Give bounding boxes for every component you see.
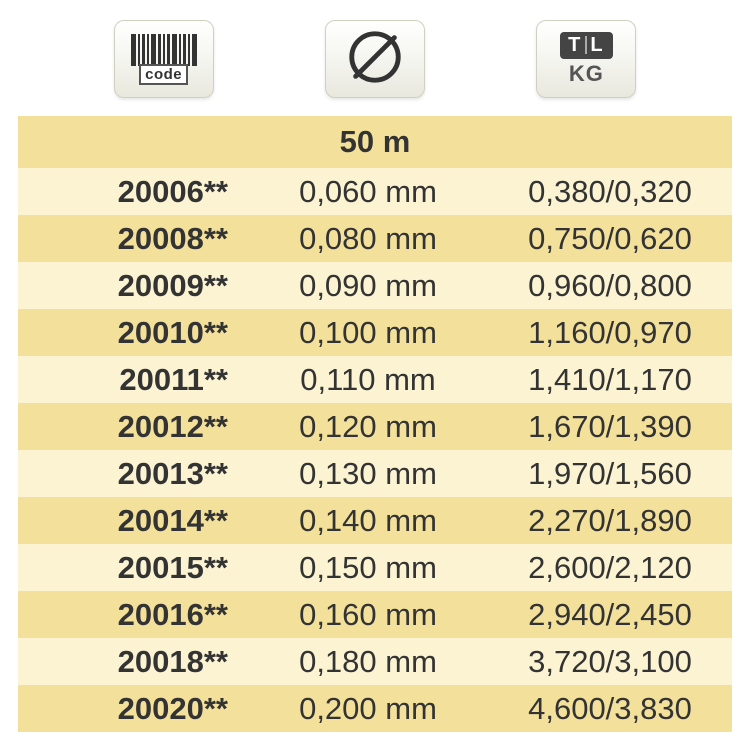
tlkg-header-icon: T L KG — [536, 20, 636, 98]
cell-strength: 1,970/1,560 — [488, 456, 732, 492]
cell-code: 20016** — [18, 597, 248, 633]
cell-code: 20020** — [18, 691, 248, 727]
cell-code: 20014** — [18, 503, 248, 539]
cell-strength: 4,600/3,830 — [488, 691, 732, 727]
cell-code: 20009** — [18, 268, 248, 304]
table-row: 20013**0,130 mm1,970/1,560 — [18, 450, 732, 497]
cell-diameter: 0,060 mm — [248, 174, 488, 210]
cell-diameter: 0,180 mm — [248, 644, 488, 680]
cell-strength: 1,410/1,170 — [488, 362, 732, 398]
cell-strength: 1,160/0,970 — [488, 315, 732, 351]
cell-strength: 0,960/0,800 — [488, 268, 732, 304]
cell-strength: 1,670/1,390 — [488, 409, 732, 445]
table-row: 20015**0,150 mm2,600/2,120 — [18, 544, 732, 591]
tl-left: T — [568, 34, 582, 57]
spool-length-title: 50 m — [340, 124, 411, 159]
cell-strength: 0,380/0,320 — [488, 174, 732, 210]
title-row: 50 m — [18, 116, 732, 168]
table-row: 20008**0,080 mm0,750/0,620 — [18, 215, 732, 262]
table-row: 20009**0,090 mm0,960/0,800 — [18, 262, 732, 309]
table-row: 20020**0,200 mm4,600/3,830 — [18, 685, 732, 732]
cell-strength: 0,750/0,620 — [488, 221, 732, 257]
cell-diameter: 0,160 mm — [248, 597, 488, 633]
table-row: 20006**0,060 mm0,380/0,320 — [18, 168, 732, 215]
diameter-icon — [344, 26, 406, 93]
cell-code: 20006** — [18, 174, 248, 210]
cell-diameter: 0,080 mm — [248, 221, 488, 257]
tl-right: L — [590, 34, 604, 57]
cell-diameter: 0,090 mm — [248, 268, 488, 304]
cell-diameter: 0,120 mm — [248, 409, 488, 445]
cell-diameter: 0,100 mm — [248, 315, 488, 351]
cell-code: 20018** — [18, 644, 248, 680]
cell-code: 20008** — [18, 221, 248, 257]
cell-strength: 2,270/1,890 — [488, 503, 732, 539]
cell-code: 20015** — [18, 550, 248, 586]
barcode-icon: code — [131, 34, 197, 85]
cell-code: 20010** — [18, 315, 248, 351]
cell-diameter: 0,200 mm — [248, 691, 488, 727]
table-row: 20016**0,160 mm2,940/2,450 — [18, 591, 732, 638]
table-row: 20010**0,100 mm1,160/0,970 — [18, 309, 732, 356]
cell-diameter: 0,110 mm — [248, 362, 488, 398]
cell-diameter: 0,140 mm — [248, 503, 488, 539]
cell-strength: 2,940/2,450 — [488, 597, 732, 633]
kg-label: KG — [569, 61, 604, 87]
cell-code: 20012** — [18, 409, 248, 445]
cell-code: 20011** — [18, 362, 248, 398]
cell-code: 20013** — [18, 456, 248, 492]
table-body: 20006**0,060 mm0,380/0,32020008**0,080 m… — [18, 168, 732, 732]
table-row: 20012**0,120 mm1,670/1,390 — [18, 403, 732, 450]
tl-kg-icon: T L KG — [560, 32, 612, 87]
diameter-header-icon — [325, 20, 425, 98]
table-row: 20018**0,180 mm3,720/3,100 — [18, 638, 732, 685]
barcode-label: code — [139, 64, 188, 85]
cell-strength: 3,720/3,100 — [488, 644, 732, 680]
cell-strength: 2,600/2,120 — [488, 550, 732, 586]
table-row: 20011**0,110 mm1,410/1,170 — [18, 356, 732, 403]
barcode-header-icon: code — [114, 20, 214, 98]
table-row: 20014**0,140 mm2,270/1,890 — [18, 497, 732, 544]
cell-diameter: 0,130 mm — [248, 456, 488, 492]
header-row: code T L KG — [18, 20, 732, 116]
cell-diameter: 0,150 mm — [248, 550, 488, 586]
